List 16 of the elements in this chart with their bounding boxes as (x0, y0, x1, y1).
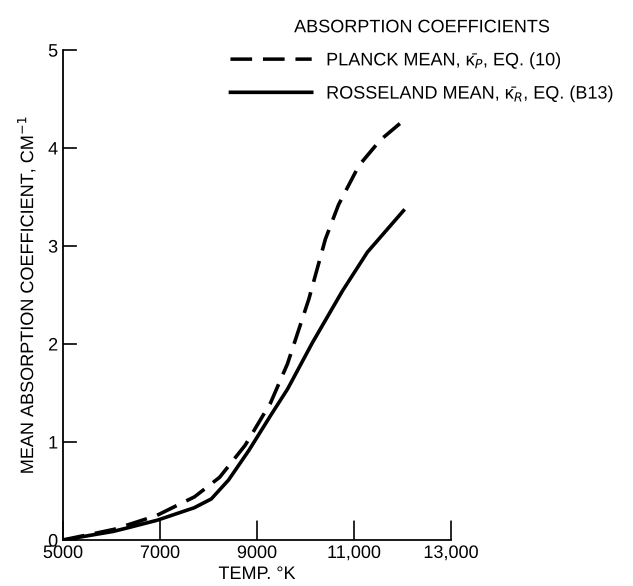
y-tick-label: 4 (48, 142, 58, 155)
x-tick-label: 5000 (44, 545, 82, 558)
y-tick-label: 1 (49, 436, 58, 449)
x-tick-label: 13,000 (424, 545, 478, 560)
y-tick-label: 5 (48, 44, 58, 57)
legend-label: ROSSELAND MEAN, κ̄$_{R}$, EQ. (B13) (328, 85, 612, 102)
x-tick-label: 11,000 (328, 545, 380, 560)
y-tick-label: 0 (48, 534, 58, 547)
y-axis-title: MEAN ABSORPTION COEFFICIENT, CM$^{−1}$ (16, 118, 36, 473)
legend-label: PLANCK MEAN, κ̄$_{P}$, EQ. (10) (328, 52, 560, 70)
x-tick-label: 9000 (238, 545, 276, 558)
y-tick-label: 3 (48, 240, 58, 253)
x-tick-label: 7000 (140, 545, 180, 558)
legend-title: ABSORPTION COEFFICIENTS (294, 20, 550, 32)
y-tick-label: 2 (49, 338, 58, 351)
x-axis-title: TEMP. °K (218, 566, 296, 579)
